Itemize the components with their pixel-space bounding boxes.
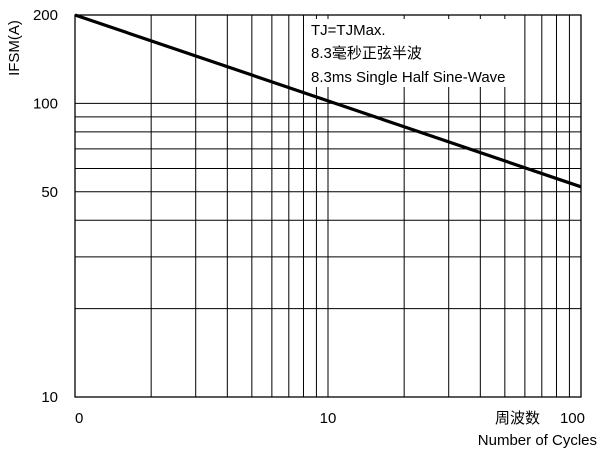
y-tick-label: 200	[33, 7, 58, 24]
annotation-waveform-en: 8.3ms Single Half Sine-Wave	[311, 69, 506, 86]
annotation-box: TJ=TJMax. 8.3毫秒正弦半波 8.3ms Single Half Si…	[308, 19, 509, 87]
plot-frame	[74, 14, 582, 398]
y-tick-label: 10	[41, 389, 58, 406]
annotation-condition: TJ=TJMax.	[311, 22, 386, 39]
y-tick-label: 100	[33, 95, 58, 112]
y-axis-label: IFSM(A)	[6, 20, 23, 76]
ifsm-series-line	[74, 13, 582, 189]
y-tick-labels: 200 100 50 10	[33, 7, 58, 406]
annotation-waveform-cn: 8.3毫秒正弦半波	[311, 44, 422, 62]
y-tick-label: 50	[41, 184, 58, 201]
x-tick-label: 100	[560, 410, 585, 427]
x-axis-label-cn: 周波数	[495, 410, 540, 427]
x-tick-label: 10	[320, 410, 337, 427]
x-axis-label: Number of Cycles	[478, 432, 597, 449]
x-tick-label: 0	[75, 410, 83, 427]
x-tick-labels: 0 10 100	[75, 410, 585, 427]
series-layer	[74, 13, 582, 189]
